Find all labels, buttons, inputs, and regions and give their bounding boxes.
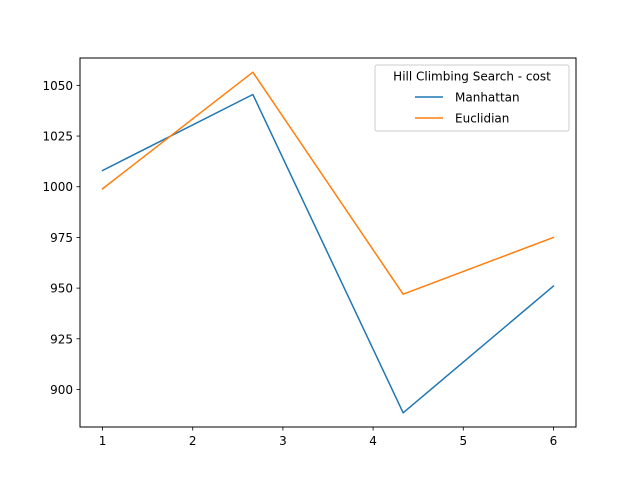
legend-label-euclidian: Euclidian [455, 112, 509, 126]
series-line-manhattan [101, 93, 555, 414]
legend-box [374, 64, 570, 132]
y-tick-label: 1000 [42, 180, 73, 194]
plot-frame [79, 57, 577, 428]
x-tick-label: 4 [369, 434, 377, 448]
y-tick-label: 975 [50, 231, 73, 245]
x-tick-label: 5 [459, 434, 467, 448]
x-tick-label: 2 [189, 434, 197, 448]
legend-title: Hill Climbing Search - cost [393, 70, 551, 84]
x-tick-label: 1 [99, 434, 107, 448]
series-line-euclidian [101, 71, 555, 295]
legend-label-manhattan: Manhattan [455, 91, 520, 105]
y-tick-label: 1025 [42, 130, 73, 144]
y-tick-label: 925 [50, 332, 73, 346]
x-tick-label: 6 [550, 434, 558, 448]
legend: Hill Climbing Search - cost Manhattan Euc… [374, 64, 570, 132]
y-tick-label: 950 [50, 282, 73, 296]
y-tick-label: 900 [50, 383, 73, 397]
x-tick-label: 3 [279, 434, 287, 448]
y-tick-label: 1050 [42, 79, 73, 93]
